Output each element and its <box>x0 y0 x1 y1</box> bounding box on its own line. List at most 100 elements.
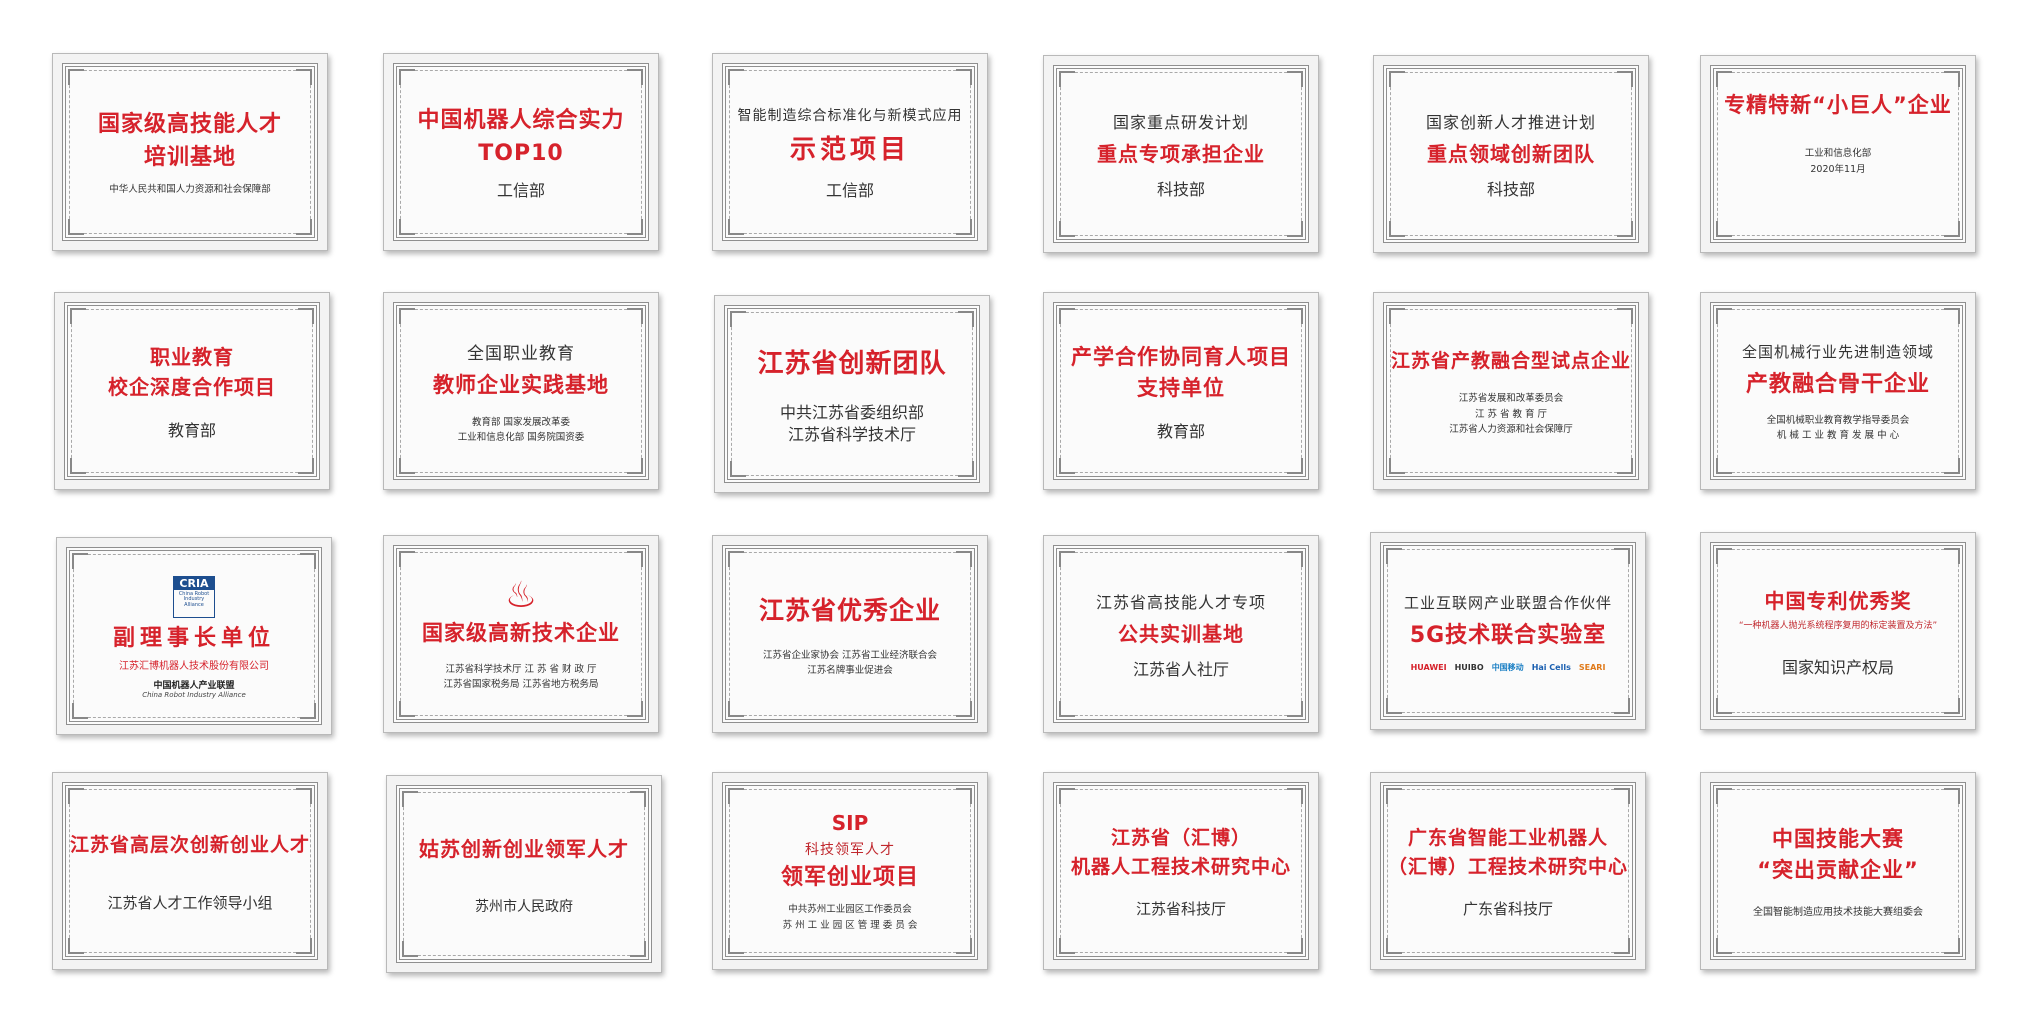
plaque-title: 示范项目 <box>789 134 910 165</box>
plaque-frame <box>724 305 980 483</box>
plaque-arc-text: 江苏省高技能人才专项 <box>1095 593 1266 613</box>
plaque-issuer: 江苏省人社厅 <box>1132 660 1229 680</box>
plaque-title: 产教融合骨干企业 <box>1745 371 1930 397</box>
plaque-issuer: 科技部 <box>1156 180 1205 200</box>
plaque-collaborative-education: 产学合作协同育人项目 支持单位 教育部 <box>1043 292 1319 490</box>
plaque-frame <box>393 63 649 241</box>
plaque-teacher-practice-base: 全国职业教育 教师企业实践基地 教育部 国家发展改革委 工业和信息化部 国务院国… <box>383 292 659 490</box>
plaque-robot-top10: 中国机器人综合实力 TOP10 工信部 <box>383 53 659 251</box>
plaque-title: 江苏省（汇博） <box>1110 827 1251 850</box>
haicells-logo: Hai Cells <box>1531 662 1571 672</box>
plaque-title-line2: 校企深度合作项目 <box>108 375 276 400</box>
plaque-issuer-line3: 江苏省人力资源和社会保障厅 <box>1449 423 1573 435</box>
plaque-issuer-line2: 苏 州 工 业 园 区 管 理 委 员 会 <box>782 919 918 931</box>
plaque-frame <box>722 545 978 723</box>
huawei-logo: HUAWEI <box>1410 662 1447 672</box>
plaque-smart-manufacturing-demo: 智能制造综合标准化与新模式应用 示范项目 工信部 <box>712 53 988 251</box>
plaque-public-training-base: 江苏省高技能人才专项 公共实训基地 江苏省人社厅 <box>1043 535 1319 733</box>
plaque-issuer-line2: 工业和信息化部 国务院国资委 <box>457 432 585 444</box>
plaque-arc-text: 科技领军人才 <box>805 842 895 859</box>
plaque-high-tech-enterprise: ♨ 国家级高新技术企业 江苏省科学技术厅 江 苏 省 财 政 厅 江苏省国家税务… <box>383 535 659 733</box>
plaque-issuer: 中共苏州工业园区工作委员会 <box>788 904 912 916</box>
plaque-title: 国家级高技能人才 <box>97 112 282 138</box>
plaque-title-line2: 培训基地 <box>143 145 236 171</box>
plaque-title: 产学合作协同育人项目 <box>1071 344 1291 369</box>
plaque-issuer: 教育部 <box>167 421 216 441</box>
plaque-frame <box>1383 302 1639 480</box>
plaque-issuer: 科技部 <box>1486 180 1535 200</box>
alliance-name-cn: 中国机器人产业联盟 <box>153 680 235 691</box>
plaque-leading-venture-project: SIP 科技领军人才 领军创业项目 中共苏州工业园区工作委员会 苏 州 工 业 … <box>712 772 988 970</box>
plaque-title: 中国技能大赛 <box>1772 826 1904 851</box>
plaque-title: 重点专项承担企业 <box>1097 142 1265 167</box>
plaque-5g-joint-lab: 工业互联网产业联盟合作伙伴 5G技术联合实验室 HUAWEI HUIBO 中国移… <box>1370 532 1646 730</box>
plaque-date: 2020年11月 <box>1810 163 1866 175</box>
plaque-frame <box>722 782 978 960</box>
seari-logo: SEARI <box>1578 662 1606 672</box>
plaque-guangdong-robot-research-center: 广东省智能工业机器人 （汇博）工程技术研究中心 广东省科技厅 <box>1370 772 1646 970</box>
plaque-issuer: 教育部 <box>1156 421 1205 441</box>
plaque-arc-text: 工业互联网产业联盟合作伙伴 <box>1403 593 1612 612</box>
plaque-frame <box>393 545 649 723</box>
plaque-little-giant: 专精特新“小巨人”企业 工业和信息化部 2020年11月 <box>1700 55 1976 253</box>
plaque-title: 重点领域创新团队 <box>1427 142 1595 167</box>
plaque-frame <box>1710 782 1966 960</box>
plaque-skills-competition: 中国技能大赛 “突出贡献企业” 全国智能制造应用技术技能大赛组委会 <box>1700 772 1976 970</box>
plaque-title: 教师企业实践基地 <box>433 372 609 397</box>
plaque-frame <box>1053 65 1309 243</box>
plaque-national-skill-training-base: 国家级高技能人才 培训基地 中华人民共和国人力资源和社会保障部 <box>52 53 328 251</box>
sip-logo: SIP <box>831 811 869 836</box>
plaque-issuer: 中华人民共和国人力资源和社会保障部 <box>109 184 271 196</box>
plaque-title: 国家级高新技术企业 <box>422 621 620 646</box>
plaque-title: 中国专利优秀奖 <box>1764 588 1912 613</box>
plaque-arc-text: 全国职业教育 <box>467 343 575 364</box>
plaque-vocational-education: 职业教育 校企深度合作项目 教育部 <box>54 292 330 490</box>
plaque-issuer-line2: 机 械 工 业 教 育 发 展 中 心 <box>1776 430 1900 441</box>
plaque-frame <box>1053 782 1309 960</box>
plaque-frame <box>1383 65 1639 243</box>
plaque-title-line2: 支持单位 <box>1137 376 1225 401</box>
plaque-title: 中国机器人综合实力 <box>417 108 625 134</box>
plaque-issuer-line2: 江 苏 省 教 育 厅 <box>1474 408 1548 420</box>
plaque-title-line2: TOP10 <box>478 141 564 167</box>
china-mobile-logo: 中国移动 <box>1491 662 1524 672</box>
plaque-gusu-leading-talent: 姑苏创新创业领军人才 苏州市人民政府 <box>386 775 662 973</box>
cria-logo-lines: China Robot Industry Alliance <box>178 590 210 608</box>
plaque-arc-text: 全国机械行业先进制造领域 <box>1741 342 1934 361</box>
plaque-industry-education-backbone: 全国机械行业先进制造领域 产教融合骨干企业 全国机械职业教育教学指导委员会 机 … <box>1700 292 1976 490</box>
plaque-title: 专精特新“小巨人”企业 <box>1724 93 1952 117</box>
plaque-title: 副理事长单位 <box>112 625 275 651</box>
cria-logo: CRIA China Robot Industry Alliance <box>173 575 215 618</box>
plaque-vice-chairman-unit: CRIA China Robot Industry Alliance 副理事长单… <box>56 537 332 735</box>
plaque-title: 领军创业项目 <box>780 865 919 891</box>
plaque-key-rd-program: 国家重点研发计划 重点专项承担企业 科技部 <box>1043 55 1319 253</box>
plaque-frame <box>722 63 978 241</box>
plaque-issuer: 工信部 <box>496 181 545 201</box>
plaque-frame <box>1380 782 1636 960</box>
plaque-title: 江苏省高层次创新创业人才 <box>69 833 310 856</box>
plaque-issuer-line2: 江苏省科学技术厅 <box>787 424 916 444</box>
plaque-issuer: 苏州市人民政府 <box>475 898 573 915</box>
plaque-frame <box>66 547 322 725</box>
plaque-issuer: 教育部 国家发展改革委 <box>471 417 571 429</box>
alliance-name-en: China Robot Industry Alliance <box>142 690 246 699</box>
plaque-jiangsu-robot-research-center: 江苏省（汇博） 机器人工程技术研究中心 江苏省科技厅 <box>1043 772 1319 970</box>
plaque-issuer: 中共江苏省委组织部 <box>779 402 924 422</box>
plaque-jiangsu-excellent-enterprise: 江苏省优秀企业 江苏省企业家协会 江苏省工业经济联合会 江苏名牌事业促进会 <box>712 535 988 733</box>
plaque-issuer: 全国智能制造应用技术技能大赛组委会 <box>1753 906 1923 918</box>
plaque-issuer: 江苏省企业家协会 江苏省工业经济联合会 <box>762 649 938 661</box>
plaque-title: 公共实训基地 <box>1118 622 1244 647</box>
plaque-title: 江苏省产教融合型试点企业 <box>1390 349 1631 372</box>
plaque-issuer: 工业和信息化部 <box>1804 147 1872 159</box>
plaque-frame <box>1380 542 1636 720</box>
plaque-innovation-team: 国家创新人才推进计划 重点领域创新团队 科技部 <box>1373 55 1649 253</box>
plaque-subtitle: “一种机器人抛光系统程序复用的标定装置及方法” <box>1738 620 1938 631</box>
plaque-frame <box>62 63 318 241</box>
plaque-frame <box>1710 542 1966 720</box>
plaque-frame <box>62 782 318 960</box>
plaque-frame <box>1053 302 1309 480</box>
cria-logo-text: CRIA <box>174 576 214 590</box>
plaque-arc-text: 国家重点研发计划 <box>1112 113 1249 133</box>
plaque-title: 江苏省优秀企业 <box>758 596 941 626</box>
plaque-issuer: 江苏省发展和改革委员会 <box>1458 393 1564 405</box>
